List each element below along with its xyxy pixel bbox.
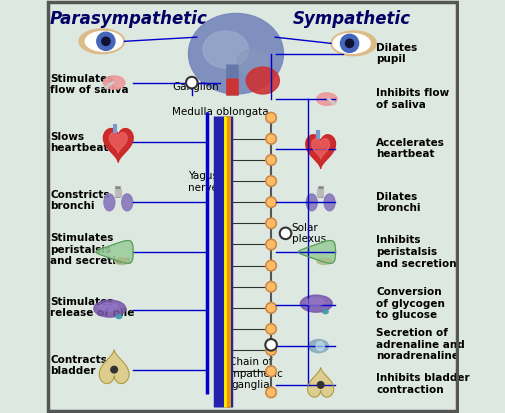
Ellipse shape [324,194,335,211]
Ellipse shape [79,29,124,54]
Ellipse shape [246,67,279,94]
Text: Medulla oblongata: Medulla oblongata [172,107,269,116]
Text: Stimulates
peristalsis
and secretion: Stimulates peristalsis and secretion [50,233,131,266]
Ellipse shape [104,76,125,89]
Text: Inhibits
peristalsis
and secretion: Inhibits peristalsis and secretion [376,235,457,268]
Ellipse shape [94,300,126,317]
Circle shape [280,228,291,239]
Text: Stimulates
release of bile: Stimulates release of bile [50,297,134,318]
Circle shape [266,133,276,144]
Polygon shape [110,133,127,153]
Circle shape [266,387,276,398]
Circle shape [267,283,275,290]
Circle shape [267,114,275,121]
Ellipse shape [115,258,129,264]
Text: Inhibits flow
of saliva: Inhibits flow of saliva [376,88,449,110]
Circle shape [267,325,275,333]
Text: Yagus
nerve: Yagus nerve [188,171,219,192]
Circle shape [266,302,276,313]
Ellipse shape [331,31,376,56]
Circle shape [266,345,276,356]
Polygon shape [104,128,133,162]
Circle shape [266,366,276,377]
Ellipse shape [333,33,370,53]
Circle shape [317,382,324,388]
Circle shape [265,339,277,351]
Circle shape [267,368,275,375]
Polygon shape [308,368,334,397]
Circle shape [267,220,275,227]
Text: Ganglion: Ganglion [172,82,219,92]
Circle shape [266,112,276,123]
Circle shape [97,32,115,50]
Ellipse shape [116,315,122,318]
Circle shape [266,154,276,165]
Circle shape [266,260,276,271]
Circle shape [266,239,276,250]
Text: Contracts
bladder: Contracts bladder [50,355,107,376]
Text: Slows
heartbeat: Slows heartbeat [50,132,109,153]
Circle shape [267,304,275,311]
Text: Solar
plexus: Solar plexus [292,223,326,244]
Circle shape [266,324,276,335]
Polygon shape [312,139,330,159]
Circle shape [266,281,276,292]
Circle shape [345,39,353,47]
Ellipse shape [237,50,268,74]
Circle shape [267,177,275,185]
Ellipse shape [300,295,332,312]
Text: Conversion
of glycogen
to glucose: Conversion of glycogen to glucose [376,287,445,320]
Circle shape [267,156,275,164]
Circle shape [266,218,276,229]
Circle shape [186,77,197,88]
Text: Accelerates
heartbeat: Accelerates heartbeat [376,138,445,159]
Circle shape [267,347,275,354]
Text: Parasympathetic: Parasympathetic [49,10,208,28]
Circle shape [267,135,275,142]
Polygon shape [96,240,133,263]
Ellipse shape [99,303,118,311]
Text: Secretion of
adrenaline and
noradrenaline: Secretion of adrenaline and noradrenalin… [376,328,465,361]
Circle shape [102,37,110,45]
Ellipse shape [306,298,324,306]
Ellipse shape [85,31,122,51]
Ellipse shape [316,342,324,351]
Circle shape [267,241,275,248]
Text: Dilates
bronchi: Dilates bronchi [376,192,421,213]
Text: Inhibits bladder
contraction: Inhibits bladder contraction [376,373,470,395]
Circle shape [266,197,276,208]
Text: Stimulates
flow of saliva: Stimulates flow of saliva [50,74,129,95]
Polygon shape [306,135,335,169]
Text: Sympathetic: Sympathetic [292,10,411,28]
Ellipse shape [317,258,332,264]
Ellipse shape [122,194,133,211]
Text: Constricts
bronchi: Constricts bronchi [50,190,110,211]
Ellipse shape [306,194,317,211]
Circle shape [267,389,275,396]
Polygon shape [99,350,129,384]
Ellipse shape [323,310,328,313]
Text: Dilates
pupil: Dilates pupil [376,43,418,64]
Ellipse shape [309,339,328,353]
Circle shape [267,262,275,269]
Ellipse shape [188,13,283,94]
Ellipse shape [104,194,115,211]
Ellipse shape [317,93,337,105]
Polygon shape [298,240,335,263]
Circle shape [267,199,275,206]
Text: Chain of
sympathetic
ganglia: Chain of sympathetic ganglia [218,357,283,390]
Ellipse shape [203,31,248,68]
Circle shape [340,34,359,52]
Circle shape [266,176,276,186]
Circle shape [111,366,118,373]
